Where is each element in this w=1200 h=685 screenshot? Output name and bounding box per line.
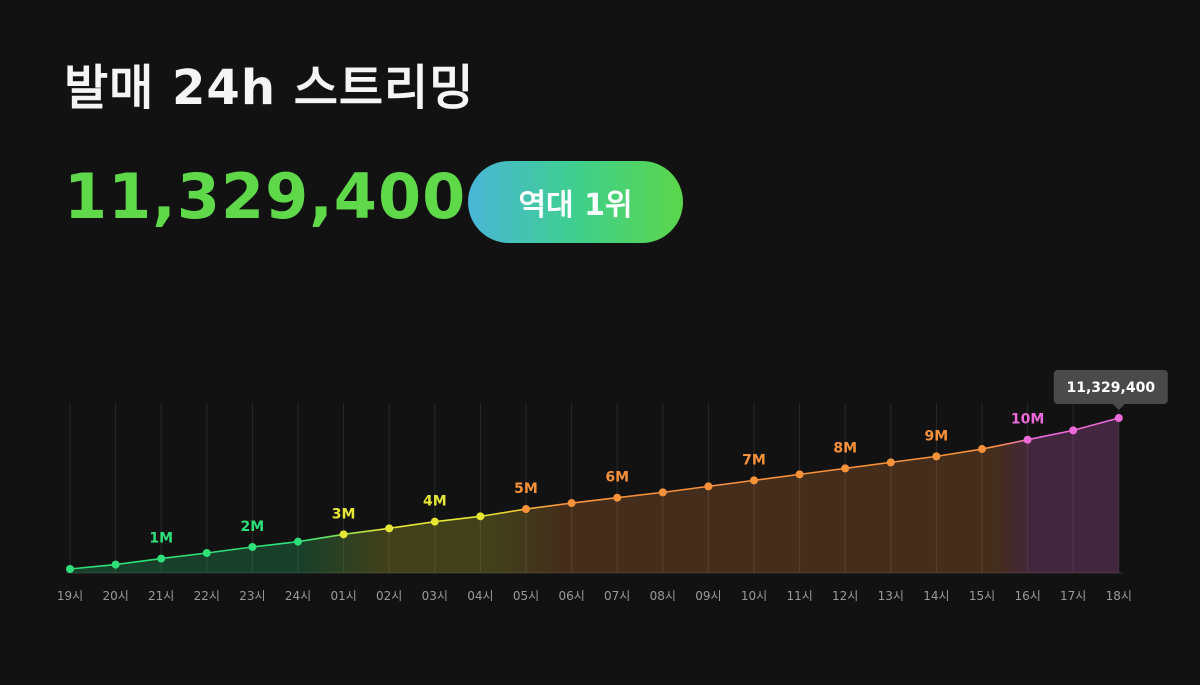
milestone-label: 10M	[1011, 412, 1044, 428]
x-tick-label: 17시	[1060, 589, 1086, 603]
rank-badge: 역대 1위	[468, 161, 683, 243]
data-point	[339, 530, 348, 539]
tooltip-pointer	[1112, 404, 1125, 410]
x-tick-label: 01시	[330, 589, 356, 603]
x-tick-label: 09시	[695, 589, 721, 603]
page-title: 발매 24h 스트리밍	[64, 60, 475, 116]
milestone-label: 8M	[833, 440, 857, 456]
area-fill	[70, 418, 1119, 573]
x-tick-label: 10시	[741, 589, 767, 603]
x-axis-ticks: 19시 20시 21시 22시 23시 24시 01시 02시 03시 04시 05시 06시 07시 0…	[57, 589, 1132, 603]
milestone-labels: 1M 2M 3M 4M 5M 6M 7M 8M 9M 10M	[149, 412, 1044, 547]
milestone-label: 6M	[605, 470, 629, 486]
data-point	[658, 488, 667, 497]
milestone-label: 9M	[925, 428, 949, 444]
x-tick-label: 14시	[923, 589, 949, 603]
data-point	[567, 499, 576, 508]
data-point	[1023, 435, 1032, 444]
x-tick-label: 12시	[832, 589, 858, 603]
data-point	[1114, 414, 1123, 422]
tooltip-value: 11,329,400	[1067, 380, 1156, 396]
data-point	[750, 476, 758, 485]
data-points	[66, 414, 1123, 573]
x-tick-label: 04시	[467, 589, 493, 603]
x-tick-label: 13시	[878, 589, 904, 603]
data-point	[157, 554, 166, 563]
x-tick-label: 24시	[285, 589, 311, 603]
data-point	[613, 493, 622, 502]
x-tick-label: 05시	[513, 589, 539, 603]
area-path	[70, 418, 1119, 573]
value-tooltip: 11,329,400	[1053, 370, 1168, 410]
milestone-label: 7M	[742, 452, 766, 468]
x-tick-label: 18시	[1106, 589, 1132, 603]
data-point	[1069, 426, 1078, 435]
data-point	[385, 524, 394, 533]
x-tick-label: 15시	[969, 589, 995, 603]
data-point	[430, 517, 439, 526]
data-point	[978, 445, 986, 454]
x-tick-label: 07시	[604, 589, 630, 603]
milestone-label: 5M	[514, 481, 538, 497]
x-tick-label: 22시	[194, 589, 220, 603]
x-tick-label: 08시	[650, 589, 676, 603]
x-tick-label: 16시	[1014, 589, 1040, 603]
x-tick-label: 02시	[376, 589, 402, 603]
x-tick-label: 11시	[786, 589, 812, 603]
data-point	[932, 452, 941, 461]
data-point	[886, 458, 895, 467]
milestone-label: 3M	[332, 506, 356, 522]
data-point	[66, 565, 74, 573]
x-tick-label: 23시	[239, 589, 265, 603]
data-point	[476, 512, 485, 521]
data-point	[202, 549, 211, 558]
x-tick-label: 03시	[422, 589, 448, 603]
data-point	[248, 543, 257, 552]
data-point	[111, 560, 120, 569]
milestone-label: 4M	[423, 494, 447, 510]
x-tick-label: 20시	[102, 589, 128, 603]
data-point	[841, 464, 850, 473]
data-point	[704, 482, 713, 491]
total-streams: 11,329,400	[64, 160, 467, 233]
x-tick-label: 06시	[558, 589, 584, 603]
x-tick-label: 19시	[57, 589, 83, 603]
series-polyline	[69, 417, 1120, 570]
milestone-label: 1M	[149, 531, 173, 547]
series-line	[69, 417, 1120, 570]
data-point	[294, 537, 302, 546]
milestone-label: 2M	[241, 519, 265, 535]
tooltip-box	[1053, 370, 1168, 404]
x-tick-label: 21시	[148, 589, 174, 603]
data-point	[522, 505, 530, 514]
data-point	[795, 470, 804, 479]
